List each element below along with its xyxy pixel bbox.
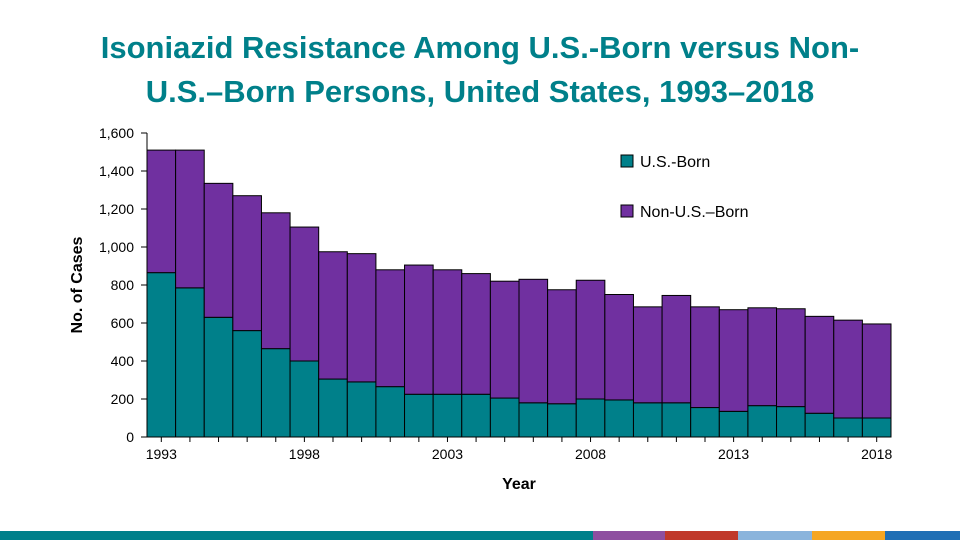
bar-us-born-2003 xyxy=(432,393,463,438)
x-tick-label: 2003 xyxy=(432,446,463,462)
bar-non-us-born-2005 xyxy=(489,280,520,399)
x-axis-title: Year xyxy=(502,476,536,493)
y-tick-label: 1,200 xyxy=(99,201,134,217)
bar-non-us-born-2017 xyxy=(833,319,863,419)
chart-title-line-2: U.S.–Born Persons, United States, 1993–2… xyxy=(145,74,815,109)
bar-us-born-2012 xyxy=(690,407,720,438)
footer-color-segment xyxy=(0,531,593,540)
bar-us-born-1999 xyxy=(318,378,348,438)
bar-us-born-2011 xyxy=(661,402,692,438)
y-tick-label: 600 xyxy=(111,315,135,331)
legend-label-non-us-born: Non-U.S.–Born xyxy=(640,204,749,221)
bar-non-us-born-1995 xyxy=(203,182,234,318)
bar-us-born-1997 xyxy=(260,348,291,438)
bar-us-born-2008 xyxy=(575,398,606,438)
bar-us-born-2004 xyxy=(461,393,491,438)
bar-non-us-born-2016 xyxy=(804,315,835,414)
footer-color-segment xyxy=(665,531,738,540)
bar-non-us-born-2004 xyxy=(461,273,491,395)
bar-non-us-born-2011 xyxy=(661,294,692,404)
x-tick-label: 1993 xyxy=(146,446,177,462)
bar-non-us-born-1997 xyxy=(260,212,291,350)
bar-non-us-born-2000 xyxy=(346,253,377,383)
bar-us-born-2006 xyxy=(518,402,549,438)
bar-us-born-2016 xyxy=(804,412,835,438)
y-tick-label: 0 xyxy=(126,429,134,445)
bar-non-us-born-2014 xyxy=(747,307,778,407)
footer-color-segment xyxy=(738,531,812,540)
bar-non-us-born-2001 xyxy=(375,269,406,388)
footer-color-segment xyxy=(885,531,960,540)
bar-non-us-born-2010 xyxy=(632,306,663,404)
bar-non-us-born-2013 xyxy=(718,309,749,412)
bar-non-us-born-2015 xyxy=(776,308,806,408)
y-axis-title: No. of Cases xyxy=(69,236,86,333)
y-tick-label: 1,000 xyxy=(99,239,134,255)
bar-us-born-2015 xyxy=(776,406,806,438)
bar-non-us-born-1994 xyxy=(175,149,205,289)
bar-us-born-2013 xyxy=(718,410,749,438)
bar-non-us-born-2018 xyxy=(861,323,892,419)
bar-us-born-2017 xyxy=(833,417,863,438)
bar-us-born-1993 xyxy=(146,272,177,438)
bar-us-born-2002 xyxy=(404,393,434,438)
bar-non-us-born-2008 xyxy=(575,279,606,400)
bar-us-born-2014 xyxy=(747,405,778,438)
y-tick-label: 800 xyxy=(111,277,135,293)
bar-non-us-born-2003 xyxy=(432,269,463,395)
bar-non-us-born-1993 xyxy=(146,149,177,274)
x-tick-label: 2008 xyxy=(575,446,606,462)
bar-us-born-2001 xyxy=(375,386,406,438)
y-tick-label: 1,400 xyxy=(99,163,134,179)
bar-non-us-born-1999 xyxy=(318,251,348,380)
bar-us-born-1996 xyxy=(232,330,262,438)
bar-us-born-2009 xyxy=(604,399,634,438)
bar-us-born-1998 xyxy=(289,360,320,438)
bar-us-born-2018 xyxy=(861,417,892,438)
x-tick-label: 1998 xyxy=(289,446,320,462)
bar-us-born-2005 xyxy=(489,397,520,438)
y-tick-label: 1,600 xyxy=(99,125,134,141)
y-tick-label: 400 xyxy=(111,353,135,369)
y-tick-label: 200 xyxy=(111,391,135,407)
bar-non-us-born-2006 xyxy=(518,278,549,404)
bar-us-born-2000 xyxy=(346,381,377,438)
footer-color-segment xyxy=(593,531,665,540)
bar-non-us-born-2002 xyxy=(404,264,434,395)
bar-non-us-born-1998 xyxy=(289,226,320,362)
bar-us-born-1994 xyxy=(175,287,205,438)
chart-title: Isoniazid Resistance Among U.S.-Born ver… xyxy=(40,26,920,114)
bar-us-born-2010 xyxy=(632,402,663,438)
x-tick-label: 2013 xyxy=(718,446,749,462)
x-tick-label: 2018 xyxy=(861,446,892,462)
bar-us-born-2007 xyxy=(547,403,577,438)
chart-title-line-1: Isoniazid Resistance Among U.S.-Born ver… xyxy=(100,30,860,65)
bar-non-us-born-2009 xyxy=(604,294,634,401)
bar-non-us-born-2007 xyxy=(547,289,577,405)
footer-color-segment xyxy=(812,531,885,540)
bar-us-born-1995 xyxy=(203,316,234,438)
legend-label-us-born: U.S.-Born xyxy=(640,154,710,171)
legend-swatch-us-born xyxy=(620,154,634,168)
bar-non-us-born-1996 xyxy=(232,195,262,332)
legend-swatch-non-us-born xyxy=(620,204,634,218)
bar-non-us-born-2012 xyxy=(690,306,720,409)
